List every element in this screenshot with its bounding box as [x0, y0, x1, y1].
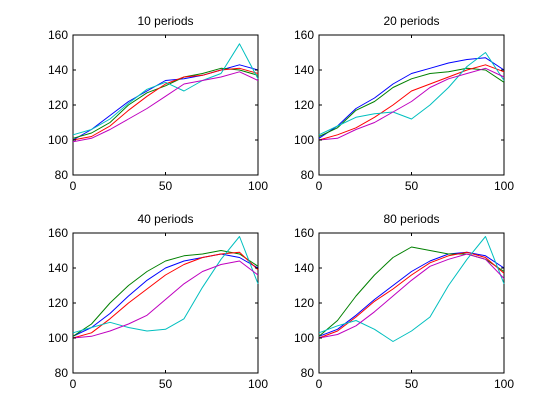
subplot-3: 0 50 100 80 100 120 140 160 40 periods — [48, 212, 268, 391]
y-tick-label: 100 — [294, 331, 314, 345]
series-line-5 — [318, 253, 505, 339]
plot-frame — [72, 232, 259, 374]
series-line-3 — [318, 251, 505, 339]
series-line-4 — [72, 43, 259, 136]
series-line-1 — [72, 64, 259, 141]
series-line-4 — [318, 236, 505, 342]
y-tick-label: 80 — [55, 366, 69, 380]
x-tick-label: 100 — [494, 179, 514, 193]
x-tick-label: 50 — [159, 179, 173, 193]
x-tick-label: 50 — [405, 179, 419, 193]
series-line-3 — [72, 67, 259, 141]
series-line-3 — [318, 64, 505, 141]
y-tick-label: 80 — [301, 366, 315, 380]
y-tick-label: 80 — [301, 168, 315, 182]
y-tick-label: 120 — [294, 296, 314, 310]
y-tick-label: 160 — [48, 28, 68, 42]
plot-frame — [318, 34, 505, 176]
subplot-title: 80 periods — [383, 212, 439, 226]
y-tick-label: 160 — [48, 226, 68, 240]
subplot-title: 10 periods — [137, 14, 193, 28]
series-line-1 — [72, 253, 259, 337]
y-tick-label: 140 — [294, 63, 314, 77]
x-tick-label: 0 — [70, 179, 77, 193]
x-tick-label: 0 — [70, 377, 77, 391]
y-tick-label: 140 — [294, 261, 314, 275]
subplot-title: 20 periods — [383, 14, 439, 28]
subplot-2: 0 50 100 80 100 120 140 160 20 periods — [294, 14, 514, 193]
y-tick-label: 100 — [294, 133, 314, 147]
series-line-5 — [318, 67, 505, 141]
series-line-4 — [72, 236, 259, 334]
y-tick-label: 160 — [294, 226, 314, 240]
series-line-4 — [318, 52, 505, 136]
y-tick-label: 160 — [294, 28, 314, 42]
y-tick-label: 120 — [48, 296, 68, 310]
series-line-1 — [318, 251, 505, 337]
y-tick-label: 100 — [48, 133, 68, 147]
subplot-4: 0 50 100 80 100 120 140 160 80 periods — [294, 212, 514, 391]
x-tick-label: 100 — [248, 179, 268, 193]
x-tick-label: 0 — [316, 179, 323, 193]
y-tick-label: 140 — [48, 261, 68, 275]
y-tick-label: 80 — [55, 168, 69, 182]
x-tick-label: 50 — [405, 377, 419, 391]
subplot-1: 0 50 100 80 100 120 140 160 10 periods — [48, 14, 268, 193]
series-line-5 — [72, 71, 259, 143]
series-line-2 — [318, 67, 505, 137]
y-tick-label: 120 — [294, 98, 314, 112]
series-line-2 — [72, 67, 259, 139]
y-tick-label: 140 — [48, 63, 68, 77]
plot-frame — [72, 34, 259, 176]
x-tick-label: 50 — [159, 377, 173, 391]
y-tick-label: 120 — [48, 98, 68, 112]
plot-frame — [318, 232, 505, 374]
series-line-5 — [72, 260, 259, 339]
series-line-1 — [318, 57, 505, 139]
y-tick-label: 100 — [48, 331, 68, 345]
series-line-3 — [72, 251, 259, 339]
x-tick-label: 0 — [316, 377, 323, 391]
x-tick-label: 100 — [248, 377, 268, 391]
subplot-title: 40 periods — [137, 212, 193, 226]
x-tick-label: 100 — [494, 377, 514, 391]
